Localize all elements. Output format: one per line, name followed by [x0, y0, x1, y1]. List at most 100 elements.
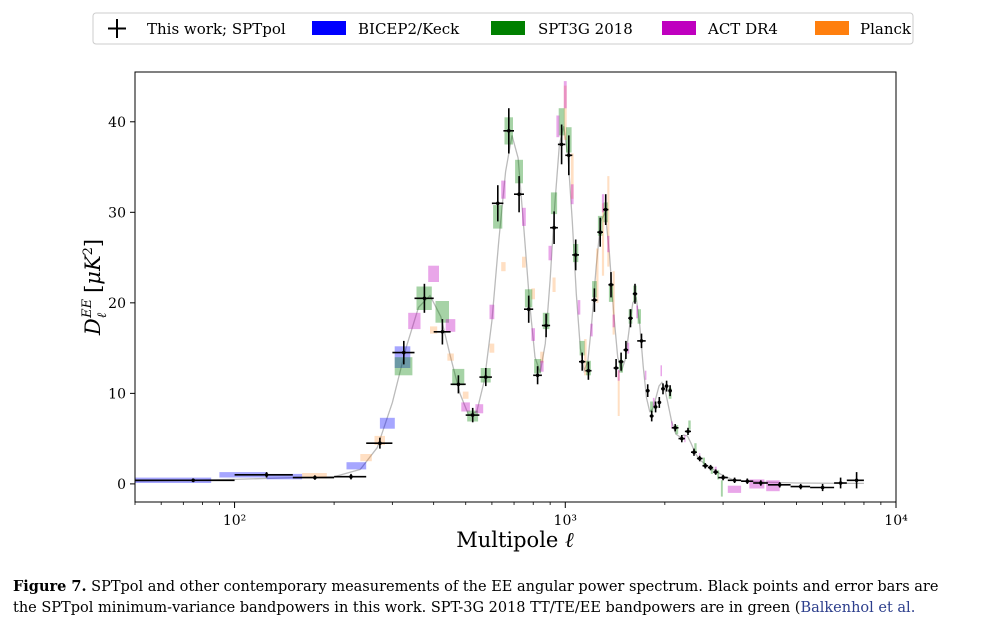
legend-entry-bicep-keck: BICEP2/Keck: [312, 20, 460, 38]
planck-bandpower: [552, 277, 556, 292]
x-axis-label: Multipole ℓ: [456, 528, 574, 552]
sptpol-bandpower: [637, 333, 646, 349]
legend-entry-act-dr4: ACT DR4: [662, 20, 778, 38]
sptpol-bandpower: [533, 366, 542, 385]
sptpol-bandpower: [572, 239, 579, 271]
legend-label-sptpol: This work; SPTpol: [147, 20, 286, 38]
x-tick-label: 10²: [223, 513, 246, 529]
act-dr4-bandpower: [445, 319, 456, 332]
caption-text-2: the SPTpol minimum-variance bandpowers i…: [13, 600, 801, 616]
legend-entry-planck: Planck: [815, 20, 912, 38]
sptpol-bandpower: [591, 288, 598, 312]
legend-label-act-dr4: ACT DR4: [707, 20, 778, 38]
sptpol-bandpower: [678, 435, 685, 443]
act-dr4-bandpower: [644, 370, 647, 380]
sptpol-bandpower: [696, 455, 703, 462]
act-dr4-bandpower: [612, 314, 615, 328]
act-dr4-bandpower: [627, 342, 630, 354]
planck-bandpower: [570, 153, 574, 199]
legend-swatch-act-dr4: [662, 21, 696, 35]
theory-curve: [134, 126, 864, 485]
act-dr4-bandpower: [548, 245, 552, 261]
sptpol-bandpower: [713, 469, 719, 475]
series-bicep-keck: [135, 346, 411, 483]
sptpol-bandpower: [465, 407, 480, 423]
planck-bandpower: [540, 351, 544, 363]
sptpol-bandpower: [741, 478, 754, 484]
spt3g-bandpower: [694, 443, 697, 453]
series-spt3g: [394, 108, 723, 497]
sptpol-bandpower: [753, 480, 768, 486]
sptpol-bandpower: [718, 474, 728, 481]
act-dr4-bandpower: [660, 365, 662, 377]
sptpol-bandpower: [834, 477, 847, 489]
act-dr4-bandpower: [749, 479, 765, 489]
spt3g-bandpower: [637, 309, 641, 324]
caption-citation-link[interactable]: Balkenhol et al.: [800, 600, 916, 616]
spt3g-bandpower: [558, 108, 565, 136]
sptpol-bandpower: [597, 217, 603, 247]
legend-label-spt3g: SPT3G 2018: [538, 20, 633, 38]
axis-ticks-layer: 0 10 20 30 40 10² 10³ 10⁴: [108, 115, 908, 529]
planck-bandpower: [617, 370, 620, 416]
y-tick-label: 0: [117, 477, 126, 493]
sptpol-bandpower: [550, 211, 558, 244]
spt3g-bandpower: [720, 480, 723, 497]
bicep-keck-bandpower: [379, 417, 395, 429]
planck-bandpower: [360, 454, 372, 462]
sptpol-bandpower: [450, 375, 466, 394]
act-dr4-bandpower: [577, 300, 581, 315]
act-dr4-bandpower: [475, 404, 484, 414]
sptpol-bandpower: [671, 424, 679, 432]
sptpol-bandpower: [707, 464, 714, 471]
spt3g-bandpower: [515, 159, 523, 184]
caption-line-1: Figure 7. SPTpol and other contemporary …: [13, 576, 988, 598]
act-dr4-bandpower: [522, 207, 526, 226]
y-tick-label: 30: [108, 205, 126, 221]
ee-power-spectrum-chart: This work; SPTpol BICEP2/Keck SPT3G 2018…: [80, 12, 914, 552]
planck-bandpower: [447, 353, 454, 361]
legend: This work; SPTpol BICEP2/Keck SPT3G 2018…: [92, 12, 914, 45]
series-act-dr4: [408, 81, 780, 493]
series-planck: [302, 85, 620, 479]
sptpol-bandpower: [579, 352, 586, 371]
figure-caption: Figure 7. SPTpol and other contemporary …: [13, 576, 988, 619]
sptpol-bandpower: [491, 185, 504, 222]
planck-bandpower: [601, 203, 605, 276]
sptpol-bandpower: [691, 448, 697, 456]
legend-entry-sptpol: This work; SPTpol: [108, 19, 286, 38]
sptpol-bandpower: [653, 401, 658, 413]
caption-text-1: SPTpol and other contemporary measuremen…: [91, 579, 939, 595]
sptpol-bandpower: [727, 477, 742, 483]
bicep-keck-bandpower: [266, 473, 303, 480]
sptpol-bandpower: [608, 272, 614, 298]
spt3g-bandpower: [710, 466, 713, 474]
planck-bandpower: [584, 339, 587, 376]
sptpol-bandpower: [618, 352, 624, 371]
sptpol-bandpower: [565, 135, 573, 176]
act-dr4-bandpower: [563, 81, 567, 109]
sptpol-bandpower: [234, 472, 293, 478]
act-dr4-bandpower: [501, 180, 506, 199]
sptpol-bandpower: [334, 473, 367, 480]
sptpol-bandpower: [628, 309, 633, 328]
sptpol-bandpower: [613, 359, 619, 378]
sptpol-bandpower: [366, 437, 393, 449]
sptpol-bandpower: [664, 380, 669, 392]
legend-label-planck: Planck: [860, 20, 912, 38]
y-tick-label: 10: [108, 386, 126, 402]
y-tick-label: 40: [108, 115, 126, 131]
sptpol-bandpower: [846, 472, 864, 489]
sptpol-bandpower: [503, 108, 514, 154]
sptpol-bandpower: [392, 340, 415, 365]
spt3g-bandpower: [550, 192, 558, 215]
sptpol-bandpower: [623, 340, 629, 359]
act-dr4-bandpower: [428, 265, 439, 282]
spt3g-bandpower: [688, 420, 691, 430]
x-tick-label: 10³: [554, 513, 577, 529]
spt3g-bandpower: [435, 301, 449, 323]
act-dr4-bandpower: [489, 304, 495, 320]
act-dr4-bandpower: [607, 235, 610, 253]
spt3g-bandpower: [702, 457, 705, 465]
planck-bandpower: [607, 176, 610, 267]
